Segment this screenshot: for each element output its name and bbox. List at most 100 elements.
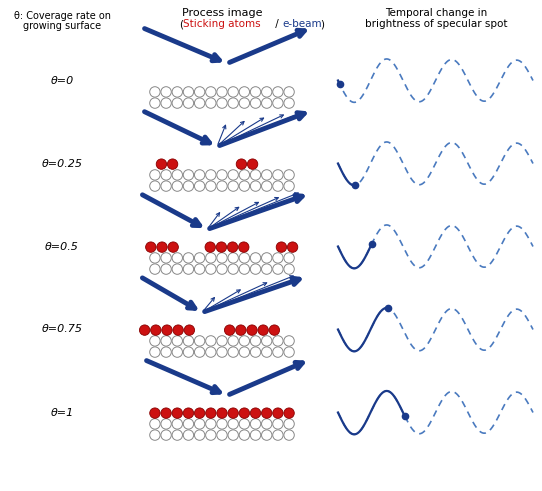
Circle shape — [228, 170, 238, 180]
Circle shape — [228, 242, 238, 252]
Circle shape — [236, 325, 246, 335]
Circle shape — [195, 264, 205, 274]
Circle shape — [172, 98, 183, 109]
Circle shape — [284, 347, 294, 357]
Circle shape — [195, 170, 205, 180]
Circle shape — [284, 336, 294, 346]
Circle shape — [205, 430, 216, 440]
Circle shape — [150, 87, 160, 97]
Circle shape — [228, 98, 238, 109]
Circle shape — [161, 170, 171, 180]
Circle shape — [183, 430, 193, 440]
Text: growing surface: growing surface — [23, 21, 101, 31]
Circle shape — [183, 336, 193, 346]
Circle shape — [205, 87, 216, 97]
Circle shape — [284, 253, 294, 263]
Circle shape — [172, 87, 183, 97]
Circle shape — [239, 347, 249, 357]
Circle shape — [150, 419, 160, 429]
Circle shape — [239, 98, 249, 109]
Circle shape — [217, 264, 227, 274]
Circle shape — [269, 325, 280, 335]
Circle shape — [161, 264, 171, 274]
Circle shape — [239, 430, 249, 440]
Circle shape — [284, 98, 294, 109]
Circle shape — [172, 253, 183, 263]
Circle shape — [183, 253, 193, 263]
Circle shape — [284, 87, 294, 97]
Circle shape — [184, 325, 195, 335]
Text: Temporal change in: Temporal change in — [385, 8, 487, 18]
Circle shape — [161, 347, 171, 357]
Circle shape — [273, 264, 283, 274]
Circle shape — [262, 336, 272, 346]
Circle shape — [228, 430, 238, 440]
Circle shape — [217, 181, 227, 191]
Circle shape — [250, 430, 261, 440]
Circle shape — [262, 347, 272, 357]
Circle shape — [161, 87, 171, 97]
Circle shape — [228, 253, 238, 263]
Circle shape — [205, 242, 215, 252]
Circle shape — [239, 170, 249, 180]
Circle shape — [205, 264, 216, 274]
Text: Process image: Process image — [182, 8, 262, 18]
Circle shape — [262, 430, 272, 440]
Circle shape — [276, 242, 287, 252]
Circle shape — [273, 253, 283, 263]
Circle shape — [205, 336, 216, 346]
Circle shape — [228, 336, 238, 346]
Circle shape — [161, 253, 171, 263]
Circle shape — [239, 419, 249, 429]
Circle shape — [273, 98, 283, 109]
Circle shape — [250, 336, 261, 346]
Circle shape — [217, 347, 227, 357]
Circle shape — [228, 181, 238, 191]
Circle shape — [183, 98, 193, 109]
Circle shape — [161, 408, 171, 418]
Circle shape — [183, 170, 193, 180]
Text: θ=0.25: θ=0.25 — [42, 159, 82, 168]
Circle shape — [150, 336, 160, 346]
Circle shape — [195, 408, 205, 418]
Circle shape — [205, 347, 216, 357]
Text: e-beam: e-beam — [282, 19, 321, 29]
Circle shape — [273, 419, 283, 429]
Circle shape — [262, 419, 272, 429]
Circle shape — [236, 159, 247, 169]
Circle shape — [262, 408, 272, 418]
Circle shape — [262, 170, 272, 180]
Circle shape — [167, 159, 178, 169]
Circle shape — [183, 87, 193, 97]
Circle shape — [195, 181, 205, 191]
Text: brightness of specular spot: brightness of specular spot — [365, 19, 507, 29]
Circle shape — [150, 170, 160, 180]
Circle shape — [239, 408, 249, 418]
Circle shape — [250, 264, 261, 274]
Circle shape — [217, 98, 227, 109]
Circle shape — [183, 408, 193, 418]
Circle shape — [162, 325, 172, 335]
Circle shape — [139, 325, 150, 335]
Circle shape — [284, 408, 294, 418]
Circle shape — [161, 98, 171, 109]
Circle shape — [262, 181, 272, 191]
Circle shape — [273, 430, 283, 440]
Circle shape — [195, 419, 205, 429]
Circle shape — [195, 347, 205, 357]
Circle shape — [273, 170, 283, 180]
Circle shape — [228, 347, 238, 357]
Circle shape — [195, 430, 205, 440]
Circle shape — [172, 264, 183, 274]
Circle shape — [273, 87, 283, 97]
Circle shape — [205, 181, 216, 191]
Circle shape — [150, 408, 160, 418]
Circle shape — [151, 325, 161, 335]
Circle shape — [161, 419, 171, 429]
Circle shape — [247, 159, 258, 169]
Circle shape — [172, 430, 183, 440]
Circle shape — [172, 408, 183, 418]
Circle shape — [224, 325, 235, 335]
Circle shape — [172, 181, 183, 191]
Circle shape — [250, 253, 261, 263]
